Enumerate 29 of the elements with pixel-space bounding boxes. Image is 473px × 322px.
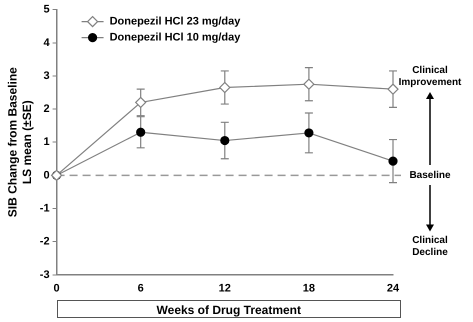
y-tick-label: -3 <box>40 268 50 281</box>
text: Clinical Decline <box>411 234 449 259</box>
y-tick-label: 0 <box>43 169 50 182</box>
point <box>303 78 314 90</box>
x-tick-label: 12 <box>218 282 231 294</box>
x-tick-label: 6 <box>138 282 144 294</box>
point <box>304 128 314 138</box>
point <box>219 82 230 94</box>
y-tick-label: 3 <box>43 70 50 82</box>
legend-label: Donepezil HCl 23 mg/day <box>110 16 242 28</box>
point <box>220 136 230 146</box>
point <box>135 96 146 108</box>
text: Clinical Improvement <box>398 64 462 89</box>
x-tick-label: 24 <box>386 282 400 294</box>
point <box>136 128 146 137</box>
y-tick-label: 5 <box>43 4 50 16</box>
y-tick-label: -2 <box>40 236 50 248</box>
y-tick-label: 1 <box>43 136 50 148</box>
ref-line-label: Baseline <box>409 170 451 182</box>
x-axis-title: Weeks of Drug Treatment <box>56 300 401 318</box>
y-tick-label: 2 <box>43 103 50 116</box>
y-tick-label: 4 <box>43 36 50 49</box>
legend-label: Donepezil HCl 10 mg/day <box>110 32 242 44</box>
y-tick-label: -1 <box>40 202 50 215</box>
y-axis-title: SIB Change from Baseline LS mean (±SE) <box>6 66 34 218</box>
point <box>388 156 398 166</box>
x-tick-label: 0 <box>54 282 60 294</box>
x-tick-label: 18 <box>302 282 316 294</box>
point <box>387 84 399 95</box>
